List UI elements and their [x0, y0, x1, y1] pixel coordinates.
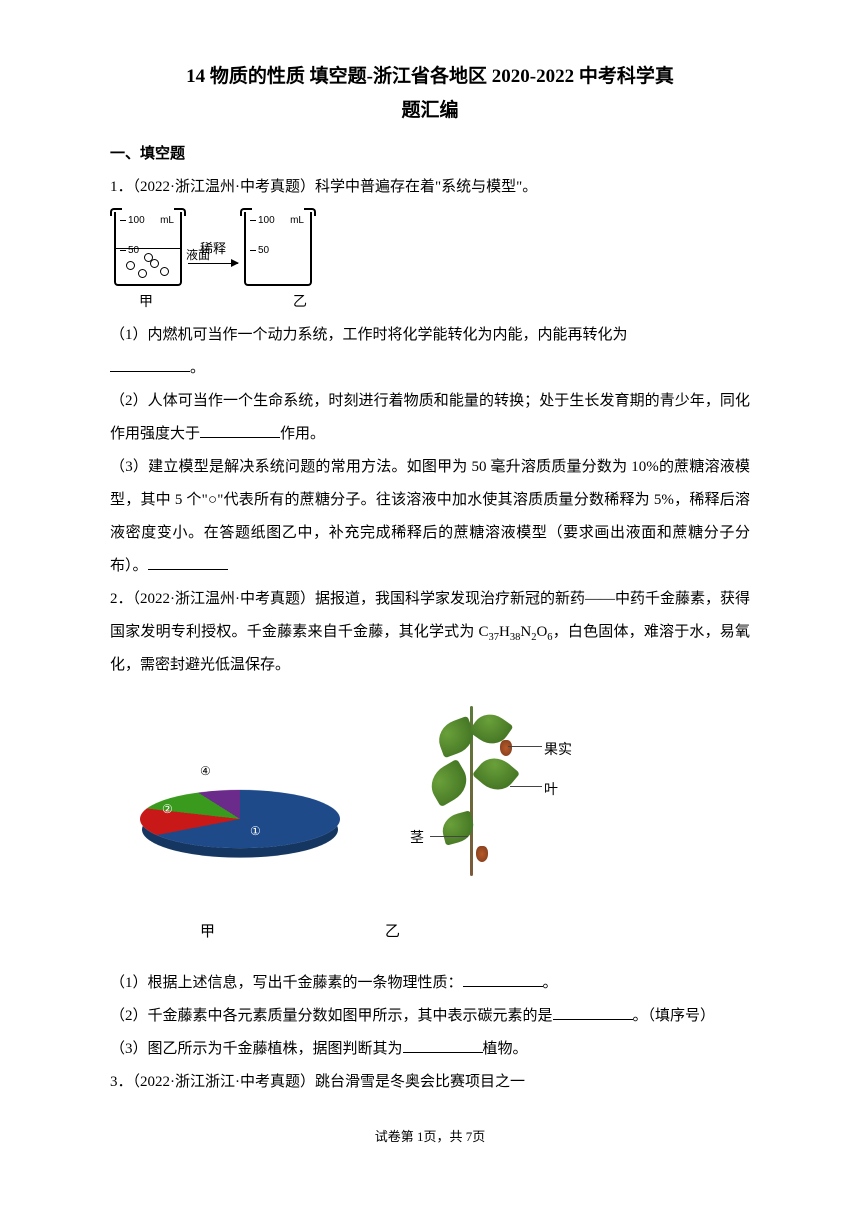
title-line-1: 14 物质的性质 填空题-浙江省各地区 2020-2022 中考科学真	[110, 60, 750, 94]
q1-p3-circle: ○	[208, 492, 218, 508]
pie-label-4: ④	[200, 758, 211, 784]
pie-label-1: ①	[250, 818, 261, 844]
q2-part3: （3）图乙所示为千金藤植株，据图判断其为植物。	[110, 1033, 750, 1066]
liquid-label: 液面	[186, 242, 210, 268]
beaker-figure: mL 100 50 液面 稀释 mL 100 50	[114, 212, 750, 286]
page-footer: 试卷第 1页，共 7页	[110, 1123, 750, 1152]
unit-left: mL	[160, 210, 174, 232]
q1-part3: （3）建立模型是解决系统问题的常用方法。如图甲为 50 毫升溶质质量分数为 10…	[110, 451, 750, 583]
plant-cap: 乙	[385, 916, 400, 949]
q1-p1-a: （1）内燃机可当作一个动力系统，工作时将化学能转化为内能，内能再转化为	[110, 327, 628, 343]
blank-q1-2[interactable]	[200, 419, 280, 438]
tick-50-right: 50	[258, 245, 269, 256]
tick-50-left: 50	[128, 245, 139, 256]
beaker-cap-left: 甲	[114, 288, 178, 319]
plant-label-leaf: 叶	[544, 776, 558, 807]
blank-q2-1[interactable]	[463, 968, 543, 987]
q1-p2-b: 作用。	[280, 426, 325, 442]
q1-part2: （2）人体可当作一个生命系统，时刻进行着物质和能量的转换；处于生长发育期的青少年…	[110, 385, 750, 451]
tick-100-right: 100	[258, 215, 275, 226]
q2-part1: （1）根据上述信息，写出千金藤素的一条物理性质：。	[110, 967, 750, 1000]
title-line-2: 题汇编	[110, 94, 750, 128]
q1-intro: 1．（2022·浙江温州·中考真题）科学中普遍存在着"系统与模型"。	[110, 171, 750, 204]
blank-q2-2[interactable]	[553, 1001, 633, 1020]
q3-intro: 3．（2022·浙江浙江·中考真题）跳台滑雪是冬奥会比赛项目之一	[110, 1066, 750, 1099]
tick-100-left: 100	[128, 215, 145, 226]
pie-cap: 甲	[200, 916, 215, 949]
blank-q1-1[interactable]	[110, 353, 190, 372]
q1-p1-b: 。	[190, 360, 205, 376]
q2-part2: （2）千金藤素中各元素质量分数如图甲所示，其中表示碳元素的是。（填序号）	[110, 1000, 750, 1033]
blank-q1-3[interactable]	[148, 551, 228, 570]
pie-label-3: ③	[170, 776, 181, 802]
plant-figure: 果实 叶 茎	[400, 696, 580, 896]
unit-right: mL	[290, 210, 304, 232]
beaker-cap-right: 乙	[268, 288, 332, 319]
plant-label-stem: 茎	[410, 824, 424, 855]
beaker-right: mL 100 50	[244, 212, 312, 286]
q2-intro: 2．（2022·浙江温州·中考真题）据报道，我国科学家发现治疗新冠的新药——中药…	[110, 583, 750, 682]
blank-q2-3[interactable]	[403, 1034, 483, 1053]
figure-row: ① ② ③ ④ 果实 叶 茎	[130, 696, 750, 896]
beaker-left: mL 100 50 液面	[114, 212, 182, 286]
q1-part1: （1）内燃机可当作一个动力系统，工作时将化学能转化为内能，内能再转化为	[110, 319, 750, 352]
pie-chart: ① ② ③ ④	[130, 736, 350, 896]
section-header: 一、填空题	[110, 138, 750, 171]
plant-label-fruit: 果实	[544, 736, 572, 767]
